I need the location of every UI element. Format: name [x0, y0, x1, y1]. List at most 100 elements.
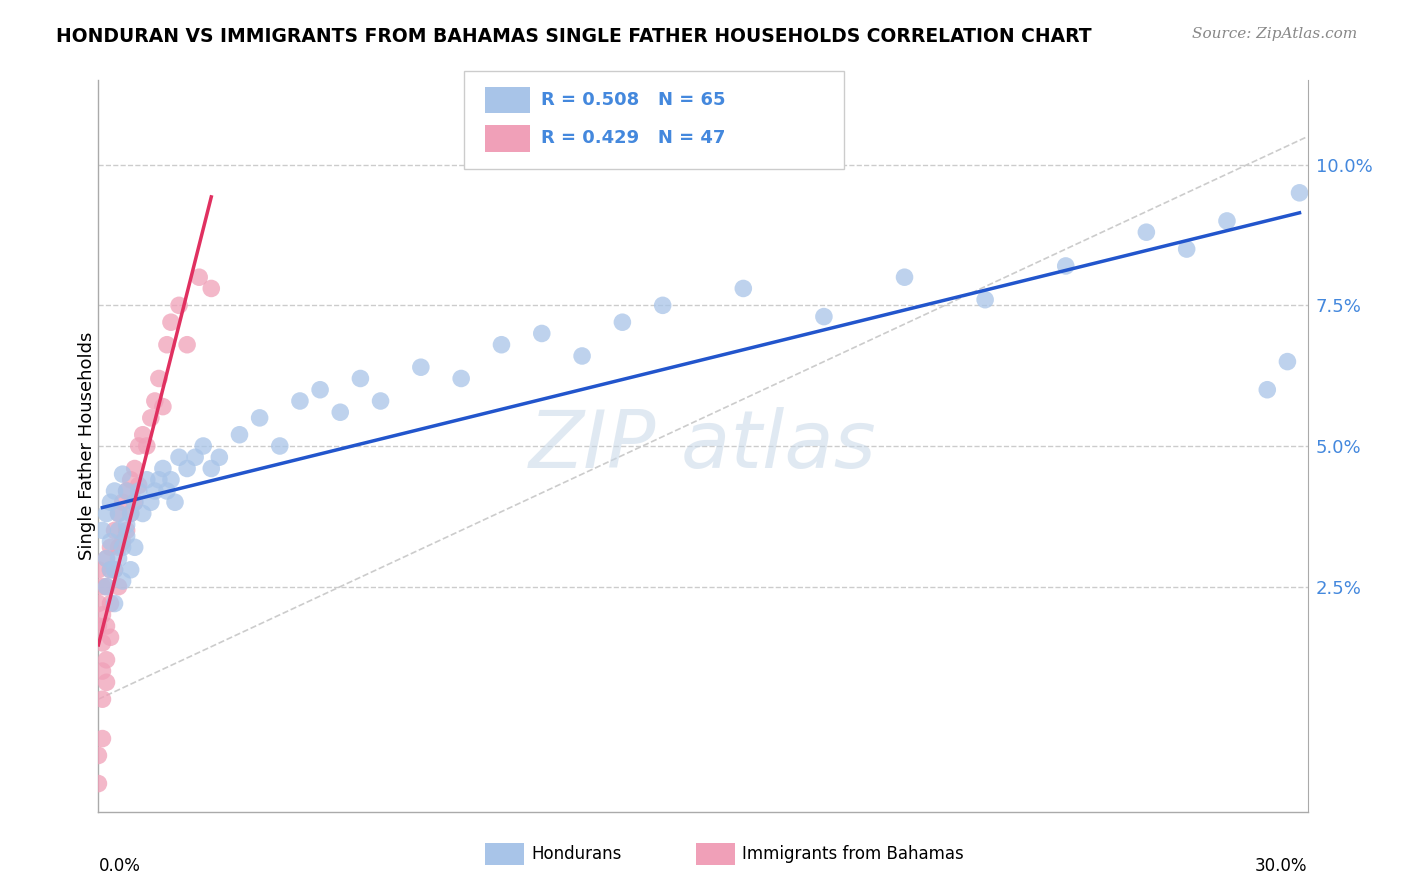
Point	[612, 315, 634, 329]
Point	[115, 483, 138, 498]
Point	[111, 534, 134, 549]
Point	[1135, 225, 1157, 239]
Point	[96, 675, 118, 690]
Point	[148, 371, 170, 385]
Point	[100, 597, 122, 611]
Point	[571, 349, 593, 363]
Point	[96, 580, 118, 594]
Point	[96, 551, 118, 566]
Point	[124, 495, 146, 509]
Point	[107, 507, 129, 521]
Point	[103, 563, 125, 577]
Point	[103, 524, 125, 538]
Point	[193, 439, 215, 453]
Point	[1288, 186, 1310, 200]
Point	[163, 495, 186, 509]
Text: Immigrants from Bahamas: Immigrants from Bahamas	[742, 845, 965, 863]
Text: ZIP atlas: ZIP atlas	[529, 407, 877, 485]
Point	[103, 597, 125, 611]
Point	[148, 473, 170, 487]
Point	[103, 483, 125, 498]
Point	[143, 394, 166, 409]
Point	[491, 337, 513, 351]
Point	[91, 636, 114, 650]
Point	[107, 507, 129, 521]
Point	[152, 400, 174, 414]
Point	[100, 563, 122, 577]
Point	[139, 495, 162, 509]
Point	[124, 541, 146, 555]
Point	[329, 405, 352, 419]
Point	[107, 580, 129, 594]
Point	[115, 517, 138, 532]
Point	[1175, 242, 1198, 256]
Point	[107, 541, 129, 555]
Point	[1256, 383, 1278, 397]
Point	[128, 483, 150, 498]
Point	[115, 529, 138, 543]
Point	[120, 507, 142, 521]
Point	[349, 371, 371, 385]
Point	[91, 692, 114, 706]
Point	[156, 337, 179, 351]
Text: R = 0.508   N = 65: R = 0.508 N = 65	[541, 91, 725, 109]
Point	[733, 281, 755, 295]
Point	[184, 450, 207, 465]
Text: HONDURAN VS IMMIGRANTS FROM BAHAMAS SINGLE FATHER HOUSEHOLDS CORRELATION CHART: HONDURAN VS IMMIGRANTS FROM BAHAMAS SING…	[56, 27, 1092, 45]
Text: Source: ZipAtlas.com: Source: ZipAtlas.com	[1191, 27, 1357, 41]
Point	[309, 383, 332, 397]
Text: Hondurans: Hondurans	[531, 845, 621, 863]
Point	[167, 450, 190, 465]
Point	[160, 473, 183, 487]
Point	[200, 281, 222, 295]
Point	[651, 298, 673, 312]
Point	[139, 410, 162, 425]
Point	[120, 563, 142, 577]
Point	[111, 574, 134, 588]
Point	[135, 439, 157, 453]
Point	[1277, 354, 1299, 368]
Point	[160, 315, 183, 329]
Point	[87, 619, 110, 633]
Point	[132, 507, 155, 521]
Point	[91, 664, 114, 678]
Point	[100, 534, 122, 549]
Point	[813, 310, 835, 324]
Point	[409, 360, 432, 375]
Point	[228, 427, 250, 442]
Point	[152, 461, 174, 475]
Point	[974, 293, 997, 307]
Point	[176, 461, 198, 475]
Point	[288, 394, 311, 409]
Y-axis label: Single Father Households: Single Father Households	[79, 332, 96, 560]
Point	[107, 551, 129, 566]
Point	[87, 563, 110, 577]
Point	[111, 467, 134, 482]
Point	[124, 461, 146, 475]
Text: 0.0%: 0.0%	[98, 856, 141, 875]
Point	[208, 450, 231, 465]
Point	[107, 524, 129, 538]
Point	[115, 524, 138, 538]
Point	[115, 483, 138, 498]
Point	[124, 495, 146, 509]
Point	[188, 270, 211, 285]
Point	[167, 298, 190, 312]
Point	[200, 461, 222, 475]
Point	[96, 551, 118, 566]
Point	[87, 748, 110, 763]
Point	[111, 541, 134, 555]
Point	[269, 439, 291, 453]
Point	[135, 473, 157, 487]
Point	[91, 524, 114, 538]
Point	[91, 731, 114, 746]
Text: R = 0.429   N = 47: R = 0.429 N = 47	[541, 129, 725, 147]
Point	[96, 580, 118, 594]
Point	[370, 394, 392, 409]
Point	[100, 541, 122, 555]
Point	[120, 473, 142, 487]
Point	[103, 563, 125, 577]
Point	[120, 507, 142, 521]
Point	[111, 495, 134, 509]
Point	[249, 410, 271, 425]
